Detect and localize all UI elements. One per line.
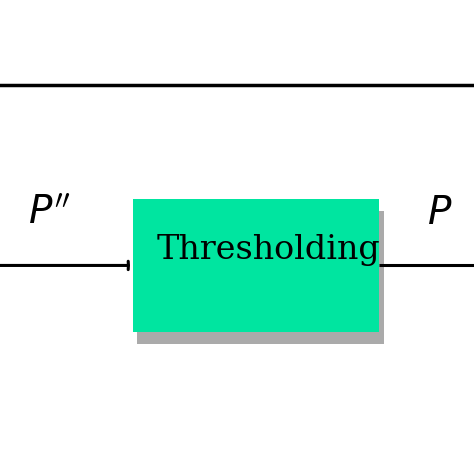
Text: $P''$: $P''$ (28, 195, 71, 232)
FancyBboxPatch shape (137, 211, 384, 344)
Text: $P$: $P$ (427, 195, 452, 232)
FancyBboxPatch shape (133, 199, 379, 332)
Text: Thresholding: Thresholding (156, 234, 380, 265)
